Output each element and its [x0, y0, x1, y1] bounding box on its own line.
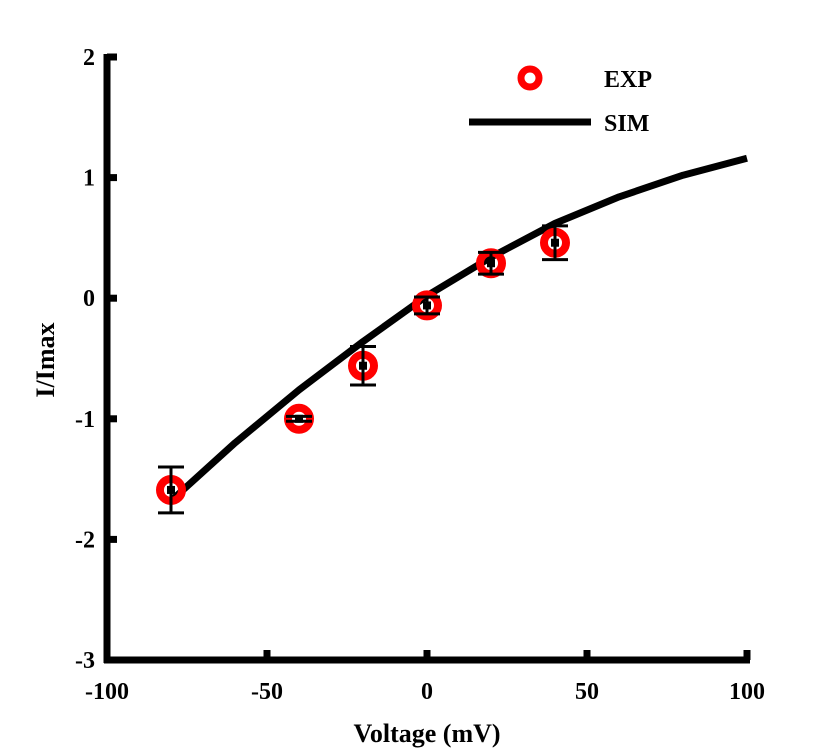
- exp-error-bar: [414, 295, 440, 316]
- y-tick-label: 0: [83, 286, 95, 312]
- x-tick-label: 100: [729, 679, 765, 705]
- exp-data-point: [284, 403, 314, 434]
- y-axis-title: I/Imax: [31, 322, 60, 397]
- legend: EXP SIM: [469, 65, 652, 137]
- y-tick-label: 1: [83, 166, 95, 192]
- exp-center-marker: [359, 361, 367, 370]
- y-tick-label: -1: [75, 407, 95, 433]
- y-tick-label: -3: [75, 648, 95, 674]
- y-tick-label: -2: [75, 527, 95, 553]
- legend-exp-label: EXP: [604, 67, 652, 93]
- exp-error-bar: [158, 465, 184, 515]
- x-axis-title: Voltage (mV): [353, 719, 500, 748]
- axes: -100 -50 0 50 100 -3 -2 -1 0 1 2: [75, 45, 765, 705]
- exp-error-bar: [478, 250, 504, 276]
- x-tick-label: -100: [85, 679, 129, 705]
- exp-error-bar: [286, 414, 312, 423]
- legend-sim-label: SIM: [604, 111, 649, 137]
- x-tick-label: 50: [575, 679, 599, 705]
- exp-center-marker: [295, 414, 303, 423]
- exp-center-marker: [487, 259, 495, 268]
- exp-center-marker: [167, 485, 175, 494]
- sim-series-line: [168, 154, 748, 504]
- exp-center-marker: [551, 238, 559, 247]
- exp-center-marker: [423, 301, 431, 310]
- exp-error-bar: [542, 224, 568, 262]
- exp-data-point: [412, 290, 442, 321]
- x-tick-label: -50: [251, 679, 283, 705]
- legend-exp-marker: [517, 65, 543, 91]
- x-tick-label: 0: [421, 679, 433, 705]
- plot-area: [156, 154, 748, 515]
- exp-error-bar: [350, 344, 376, 387]
- y-tick-label: 2: [83, 45, 95, 71]
